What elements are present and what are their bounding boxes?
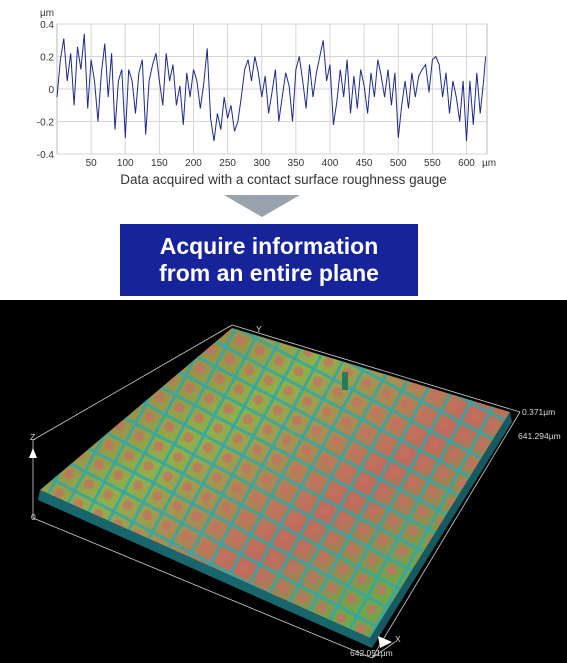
3d-surface-view: Z 0 Y X 0.371µm 641.294µm 642.051µm xyxy=(0,300,567,663)
x-tick-label: 250 xyxy=(219,158,236,169)
surface-base-front xyxy=(38,490,372,648)
banner-line-2: from an entire plane xyxy=(159,260,379,286)
z-axis-label: Z xyxy=(30,432,36,442)
headline-banner: Acquire information from an entire plane xyxy=(120,224,418,296)
y-tick-label: -0.4 xyxy=(37,150,55,161)
x-tick-label: 50 xyxy=(86,158,98,169)
surface-render xyxy=(29,324,521,659)
surface-base-right xyxy=(370,412,512,648)
roughness-series-line xyxy=(56,33,487,142)
z-axis-arrow-icon xyxy=(29,448,37,458)
x-tick-label: 350 xyxy=(288,158,305,169)
x-axis-unit: µm xyxy=(482,158,496,169)
x-tick-label: 300 xyxy=(253,158,270,169)
x-tick-label: 600 xyxy=(458,158,475,169)
x-tick-label: 500 xyxy=(390,158,407,169)
x-tick-label: 450 xyxy=(356,158,373,169)
roughness-line-chart: 0.4 0.2 0 -0.2 -0.4 50 100 150 200 250 300 350 400 45… xyxy=(37,8,496,169)
x-tick-label: 150 xyxy=(151,158,168,169)
y-tick-label: 0.4 xyxy=(40,20,54,31)
banner-line-1: Acquire information xyxy=(159,233,379,259)
surface-spike xyxy=(342,372,348,390)
x-tick-label: 100 xyxy=(117,158,134,169)
y-axis-label: Y xyxy=(256,324,262,334)
y-tick-label: 0.2 xyxy=(40,53,54,64)
z-max-label: 0.371µm xyxy=(522,407,556,417)
x-tick-label: 550 xyxy=(424,158,441,169)
z-zero-label: 0 xyxy=(31,512,36,522)
chart-caption: Data acquired with a contact surface rou… xyxy=(120,172,447,187)
x-tick-label: 400 xyxy=(322,158,339,169)
x-axis-label: X xyxy=(395,634,401,644)
x-axis-arrow-icon xyxy=(378,636,392,648)
y-axis-unit: µm xyxy=(40,8,54,19)
surface-texture xyxy=(40,328,510,638)
x-tick-label: 200 xyxy=(185,158,202,169)
down-arrow-icon xyxy=(224,195,300,217)
y-tick-label: 0 xyxy=(48,85,54,96)
surface-frame xyxy=(32,324,521,659)
y-tick-label: -0.2 xyxy=(37,118,55,129)
y-size-label: 641.294µm xyxy=(518,431,561,441)
x-size-label: 642.051µm xyxy=(350,648,393,658)
